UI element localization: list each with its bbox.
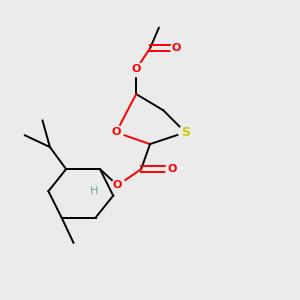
Text: O: O <box>172 44 181 53</box>
Text: H: H <box>90 186 98 196</box>
Text: O: O <box>112 127 121 137</box>
Text: O: O <box>167 164 177 174</box>
Text: O: O <box>113 180 122 190</box>
Text: O: O <box>131 64 141 74</box>
Text: S: S <box>181 126 190 139</box>
